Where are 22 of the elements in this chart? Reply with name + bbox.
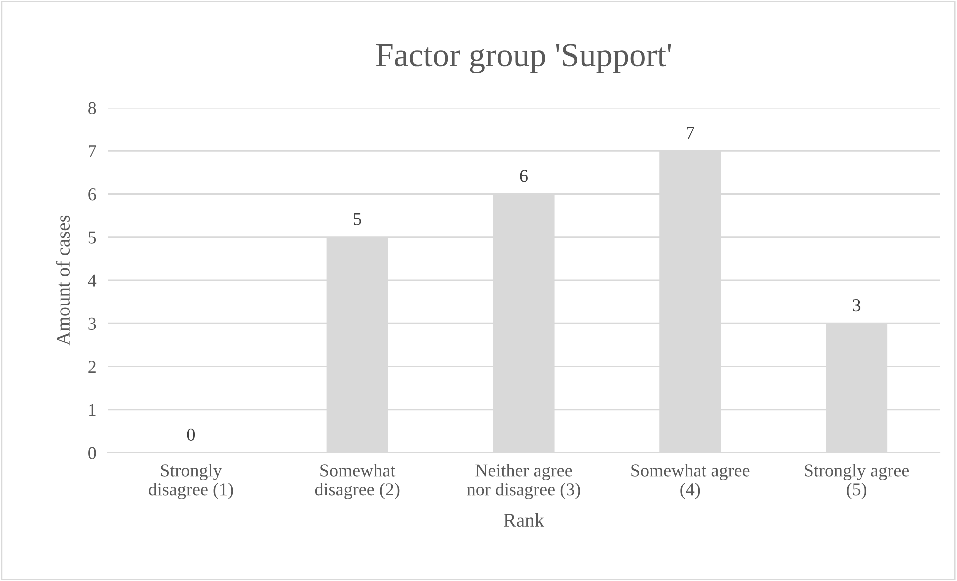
x-tick-label: Strongly agree (5) bbox=[805, 464, 910, 500]
x-tick-label: Neither agree nor disagree (3) bbox=[467, 464, 580, 500]
y-tick-label: 3 bbox=[88, 318, 96, 330]
x-axis-title: Rank bbox=[504, 513, 545, 528]
y-axis-title: Amount of cases bbox=[56, 216, 70, 346]
data-label: 5 bbox=[354, 213, 362, 226]
y-tick-label: 7 bbox=[89, 146, 96, 158]
data-label: 6 bbox=[520, 170, 528, 182]
y-tick-label: 2 bbox=[88, 361, 96, 374]
y-tick-label: 5 bbox=[88, 232, 96, 244]
x-tick-label: Somewhat disagree (2) bbox=[315, 464, 400, 500]
x-tick-label: Strongly disagree (1) bbox=[148, 464, 234, 500]
y-tick-label: 6 bbox=[88, 188, 96, 201]
data-label: 7 bbox=[687, 127, 694, 139]
y-tick-label: 8 bbox=[88, 102, 96, 114]
data-label: 0 bbox=[187, 428, 196, 441]
y-tick-label: 1 bbox=[89, 404, 96, 416]
chart-title: Factor group 'Support' bbox=[376, 44, 672, 74]
y-tick-label: 4 bbox=[88, 274, 97, 287]
x-tick-label: Somewhat agree (4) bbox=[632, 464, 750, 500]
y-tick-label: 0 bbox=[88, 447, 96, 460]
data-label: 3 bbox=[853, 299, 861, 312]
